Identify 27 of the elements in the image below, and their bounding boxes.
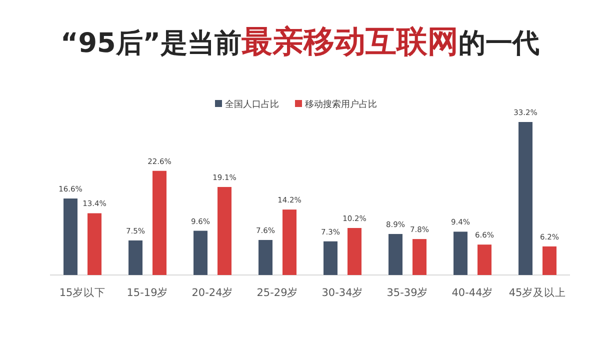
bar (194, 230, 208, 275)
bar (388, 234, 402, 275)
bar (128, 240, 142, 275)
bar (324, 241, 338, 275)
legend-label: 移动搜索用户占比 (305, 99, 377, 110)
bar (152, 170, 166, 275)
x-tick-label: 15岁以下 (59, 286, 106, 299)
bar (478, 244, 492, 275)
x-tick-label: 40-44岁 (452, 287, 494, 299)
bar (218, 186, 232, 275)
x-tick-label: 30-34岁 (322, 287, 364, 299)
legend-label: 全国人口占比 (225, 99, 279, 110)
bar (64, 198, 78, 275)
x-tick-label: 25-29岁 (256, 287, 298, 299)
bar (412, 239, 426, 275)
bar (518, 122, 532, 275)
x-tick-label: 35-39岁 (386, 287, 428, 299)
x-tick-label: 45岁及以上 (508, 286, 566, 299)
bar (348, 228, 362, 275)
bar (258, 240, 272, 275)
x-tick-label: 15-19岁 (126, 287, 168, 299)
chart-title: “95后”是当前最亲移动互联网的一代 (60, 24, 540, 60)
bar (88, 213, 102, 275)
x-tick-label: 20-24岁 (192, 287, 234, 299)
bar (454, 232, 468, 275)
bar (282, 210, 296, 275)
bar (542, 246, 556, 275)
